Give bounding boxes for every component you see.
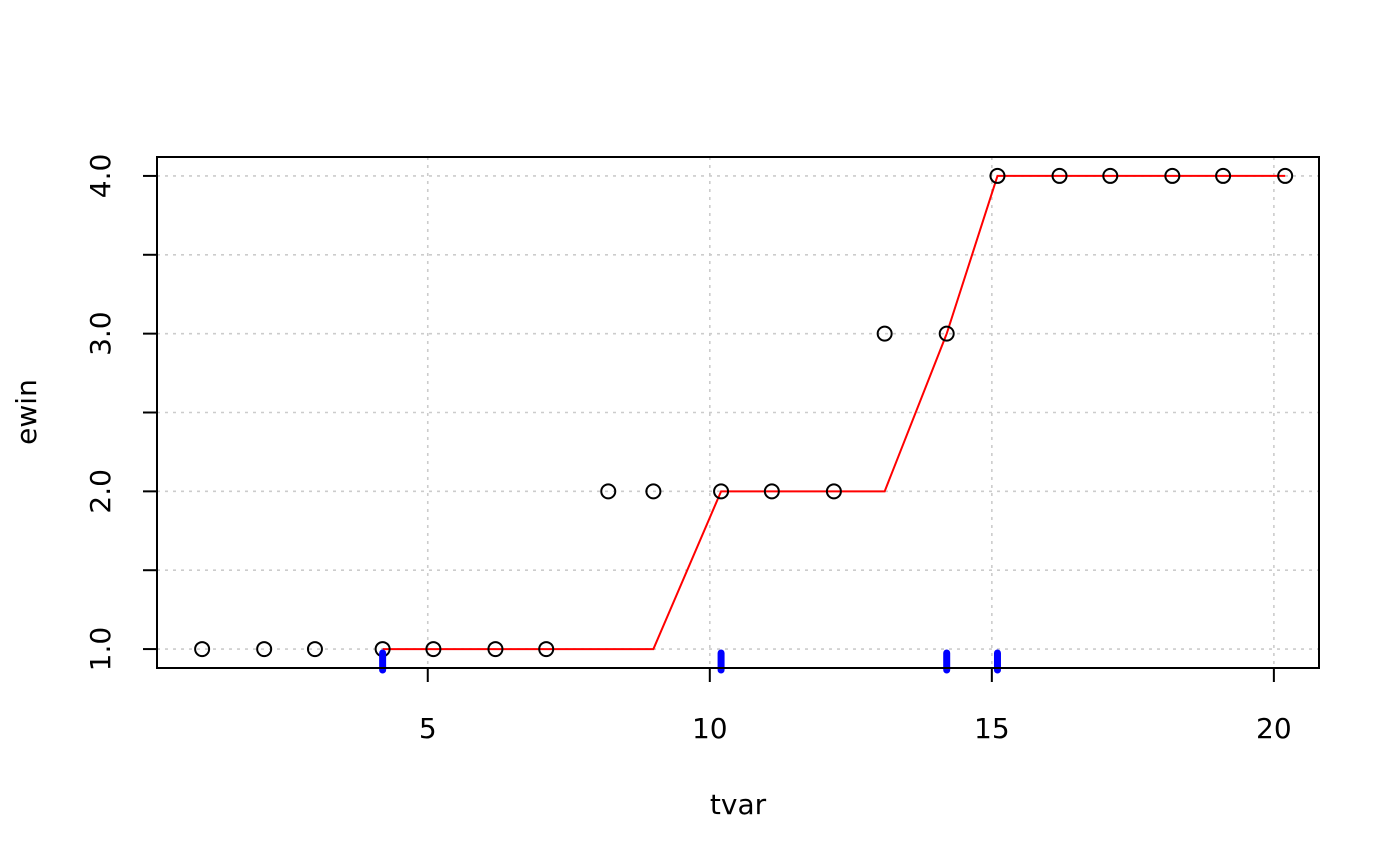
data-point (1051, 167, 1068, 184)
x-axis-title: tvar (710, 788, 767, 821)
x-tick-label: 10 (692, 712, 728, 745)
data-point (876, 325, 893, 342)
data-point (989, 167, 1006, 184)
data-point (1164, 167, 1181, 184)
data-point (256, 641, 273, 658)
y-tick-label: 4.0 (84, 154, 117, 199)
data-point (1102, 167, 1119, 184)
y-tick-label: 1.0 (84, 627, 117, 672)
data-point (763, 483, 780, 500)
data-point (938, 325, 955, 342)
data-point (713, 483, 730, 500)
grid (157, 157, 1319, 668)
plot-frame (156, 156, 1320, 669)
x-tick-label: 20 (1256, 712, 1292, 745)
y-tick-label: 3.0 (84, 311, 117, 356)
y-axis-title: ewin (10, 379, 43, 445)
y-axis: 1.0 2.0 3.0 4.0 (84, 154, 157, 672)
data-point (1215, 167, 1232, 184)
data-point (1277, 167, 1294, 184)
data-point (538, 641, 555, 658)
data-point (825, 483, 842, 500)
data-point (645, 483, 662, 500)
x-tick-label: 5 (419, 712, 437, 745)
fitted-line-layer (382, 174, 1286, 651)
x-tick-label: 15 (974, 712, 1010, 745)
data-point (600, 483, 617, 500)
data-point (306, 641, 323, 658)
points-layer (194, 167, 1294, 658)
x-axis: 5 10 15 20 (419, 668, 1292, 745)
data-point (425, 641, 442, 658)
data-point (194, 641, 211, 658)
data-point (487, 641, 504, 658)
fitted-line (382, 174, 1286, 651)
y-tick-label: 2.0 (84, 469, 117, 514)
